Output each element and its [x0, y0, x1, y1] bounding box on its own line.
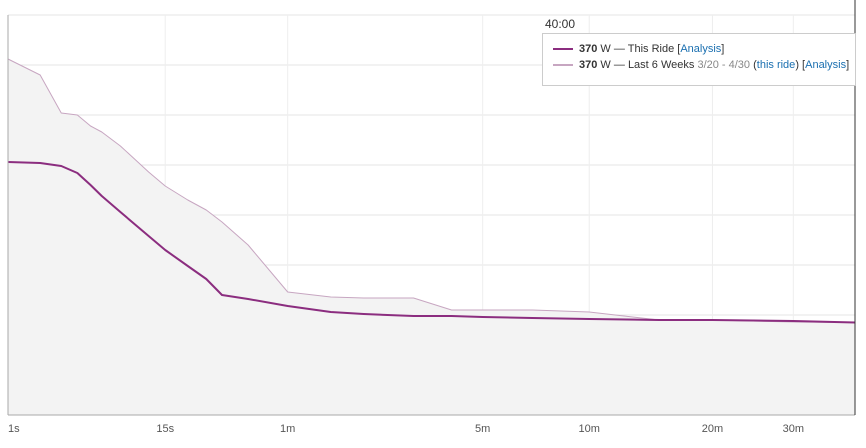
line — [7, 161, 856, 324]
legend-unit: W — [600, 59, 611, 71]
legend-text: ( — [753, 59, 757, 71]
x-tick-label: 1s — [8, 423, 20, 435]
legend-name: This Ride — [627, 43, 675, 55]
legend-text: [ — [677, 43, 681, 55]
x-tick-label: 20m — [702, 423, 723, 435]
legend-value: 370 — [579, 43, 598, 55]
link[interactable]: this ride — [756, 59, 796, 71]
link[interactable]: Analysis — [680, 43, 722, 55]
x-tick-label: 30m — [783, 423, 804, 435]
legend-text: [ — [802, 59, 806, 71]
link[interactable]: Analysis — [805, 59, 847, 71]
area — [8, 59, 855, 415]
legend-text: ] — [846, 59, 850, 71]
legend-entry: 370 W — Last 6 Weeks 3/20 - 4/30 (this r… — [553, 58, 849, 72]
x-tick-label: 5m — [475, 423, 490, 435]
legend-entry: 370 W — This Ride [Analysis] — [553, 42, 724, 56]
legend-swatch — [553, 64, 573, 67]
legend-text: 3/20 - 4/30 — [697, 59, 751, 71]
legend-unit: W — [600, 43, 611, 55]
legend-text: ] — [721, 43, 725, 55]
legend-value: 370 — [579, 59, 598, 71]
legend-name: Last 6 Weeks — [627, 59, 695, 71]
x-tick-label: 15s — [156, 423, 174, 435]
hover-label: 40:00 — [545, 17, 575, 31]
x-tick-label: 1m — [280, 423, 295, 435]
x-tick-label: 10m — [579, 423, 600, 435]
legend-text: ) — [795, 59, 799, 71]
legend: 370 W — This Ride [Analysis] 370 W — Last… — [542, 33, 856, 86]
line — [7, 58, 856, 323]
legend-separator: — — [613, 43, 625, 55]
legend-swatch — [553, 48, 573, 51]
legend-separator: — — [613, 59, 625, 71]
